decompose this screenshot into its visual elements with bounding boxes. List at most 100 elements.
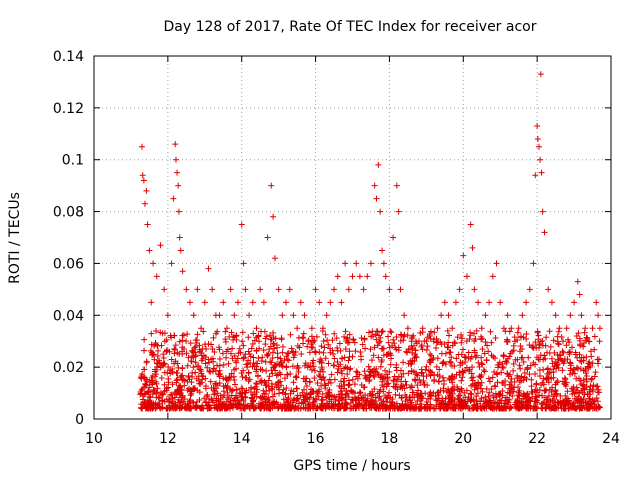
data-point-cloud	[140, 374, 147, 381]
data-point-cloud	[265, 377, 272, 384]
data-point-cloud	[412, 353, 419, 360]
data-point-cloud	[311, 337, 318, 344]
data-point-cloud	[591, 346, 598, 353]
data-point-cloud	[536, 367, 543, 374]
data-point-cloud	[277, 355, 284, 362]
data-point-cloud	[496, 359, 503, 366]
data-point-cloud	[141, 391, 148, 398]
data-point-cloud	[197, 348, 204, 355]
data-point-cloud	[549, 384, 556, 391]
data-point-cloud	[278, 335, 285, 342]
data-point-cloud	[181, 382, 188, 389]
data-point-cloud	[187, 392, 194, 399]
data-point-cloud	[407, 346, 414, 353]
data-point-cloud	[532, 361, 539, 368]
data-point-cloud	[150, 404, 157, 411]
data-point-cloud	[294, 404, 301, 411]
data-point-cloud	[359, 341, 366, 348]
data-point-cloud	[374, 342, 381, 349]
data-point-cloud	[485, 393, 492, 400]
data-point-cloud	[365, 363, 372, 370]
data-point-cloud	[195, 363, 202, 370]
data-point-cloud	[294, 385, 301, 392]
data-point-cloud	[458, 387, 465, 394]
data-point	[519, 312, 526, 319]
data-point-cloud	[553, 392, 560, 399]
data-point-cloud	[149, 391, 156, 398]
data-point-cloud	[345, 394, 352, 401]
data-point-cloud	[230, 333, 237, 340]
data-point-cloud	[323, 394, 330, 401]
data-point-cloud	[398, 404, 405, 411]
data-point-cloud	[375, 332, 382, 339]
data-point-cloud	[209, 346, 216, 353]
data-point-cloud	[242, 401, 249, 408]
data-point-cloud	[379, 378, 386, 385]
data-point-cloud	[234, 394, 241, 401]
data-point-cloud	[480, 404, 487, 411]
data-point	[548, 299, 555, 306]
data-point-cloud	[167, 392, 174, 399]
data-point-cloud	[368, 398, 375, 405]
data-point-cloud	[422, 366, 429, 373]
data-point	[308, 325, 315, 332]
data-point-cloud	[393, 364, 400, 371]
data-point-cloud	[274, 354, 281, 361]
data-point-cloud	[321, 344, 328, 351]
data-point-cloud	[375, 354, 382, 361]
data-point-cloud	[506, 353, 513, 360]
data-point	[275, 286, 282, 293]
data-point-cloud	[258, 395, 265, 402]
data-point-cloud	[183, 405, 190, 412]
data-point-cloud	[164, 405, 171, 412]
data-point-cloud	[584, 399, 591, 406]
data-point-cloud	[580, 354, 587, 361]
data-point-cloud	[252, 404, 259, 411]
data-point-cloud	[251, 391, 258, 398]
data-point-cloud	[369, 328, 376, 335]
data-point-cloud	[210, 334, 217, 341]
data-point-cloud	[423, 347, 430, 354]
data-point-cloud	[178, 387, 185, 394]
data-point-cloud	[533, 389, 540, 396]
data-point	[538, 169, 545, 176]
data-point	[201, 299, 208, 306]
data-point-cloud	[442, 361, 449, 368]
data-point-cloud	[247, 386, 254, 393]
data-point-cloud	[140, 393, 147, 400]
data-point-cloud	[439, 360, 446, 367]
data-point-cloud	[405, 370, 412, 377]
data-point	[323, 312, 330, 319]
data-point-cloud	[287, 401, 294, 408]
data-point-cloud	[559, 358, 566, 365]
data-point	[279, 312, 286, 319]
x-tick-label: 24	[602, 431, 620, 447]
data-point-cloud	[161, 330, 168, 337]
data-point-cloud	[406, 394, 413, 401]
data-point-cloud	[489, 374, 496, 381]
data-point-cloud	[555, 340, 562, 347]
data-point	[537, 156, 544, 163]
data-point-cloud	[302, 405, 309, 412]
data-point-cloud	[475, 359, 482, 366]
data-point-cloud	[539, 400, 546, 407]
data-point-cloud	[569, 391, 576, 398]
data-point-cloud	[324, 337, 331, 344]
data-point	[240, 260, 247, 267]
data-point-cloud	[526, 371, 533, 378]
data-point-cloud	[184, 362, 191, 369]
data-point-cloud	[355, 405, 362, 412]
data-point-cloud	[557, 400, 564, 407]
data-point-cloud	[554, 377, 561, 384]
data-point-cloud	[288, 387, 295, 394]
data-point-cloud	[222, 336, 229, 343]
data-point-cloud	[452, 340, 459, 347]
data-point-cloud	[203, 399, 210, 406]
data-point-cloud	[304, 364, 311, 371]
data-point-cloud	[347, 365, 354, 372]
y-tick-label: 0.14	[53, 49, 84, 65]
data-point-cloud	[471, 330, 478, 337]
data-point-cloud	[422, 403, 429, 410]
data-point-cloud	[153, 380, 160, 387]
data-point-cloud	[311, 375, 318, 382]
